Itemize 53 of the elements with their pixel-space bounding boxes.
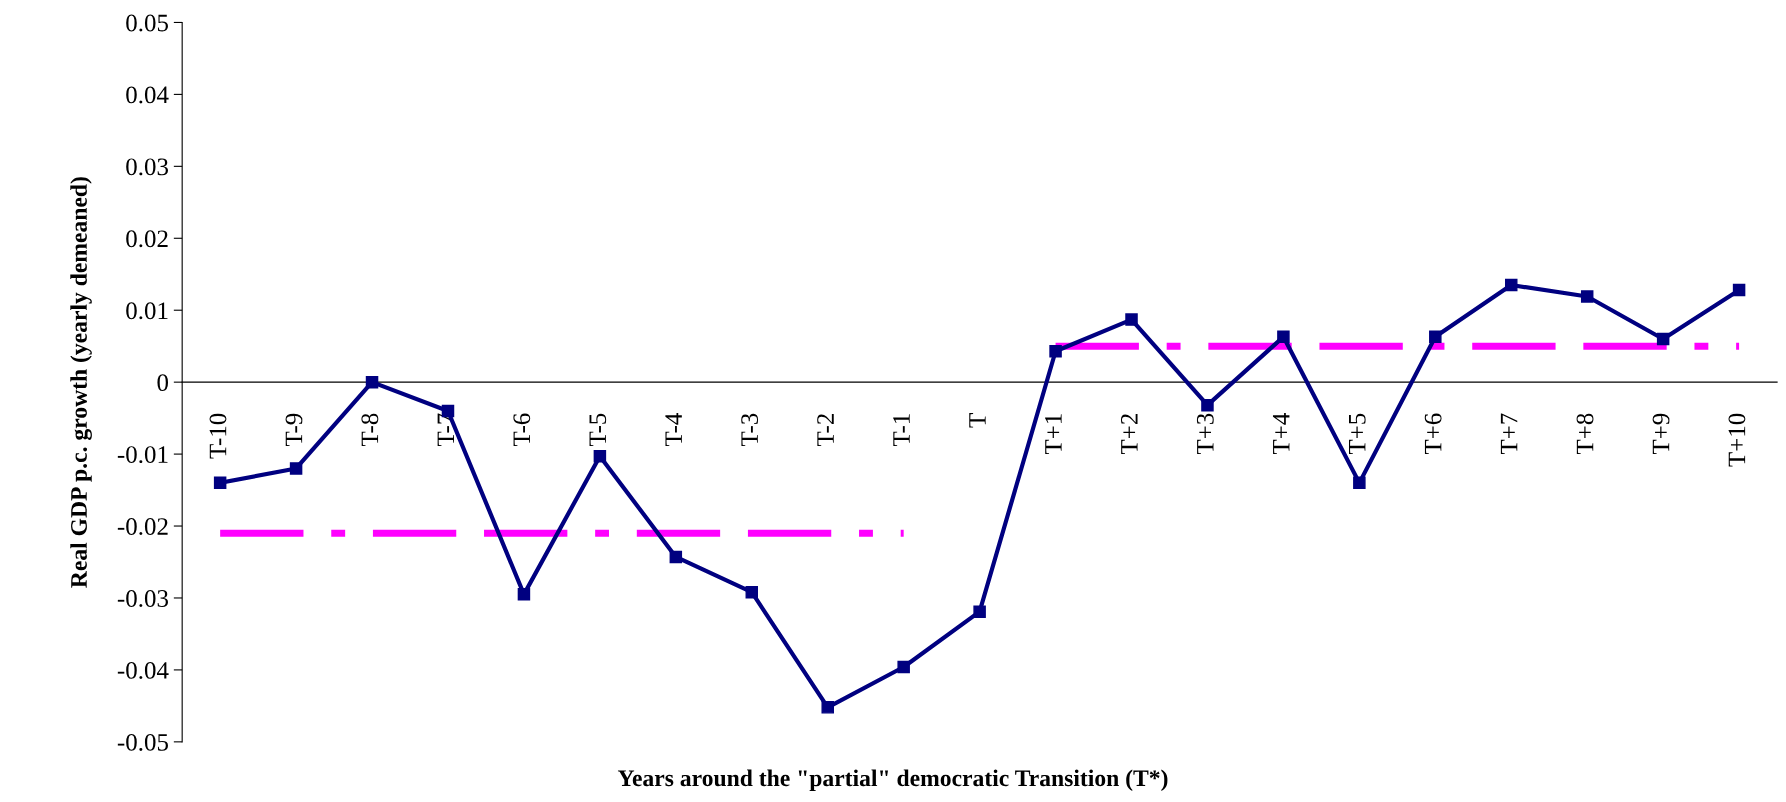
x-tick-label: T+7 — [1500, 413, 1518, 455]
x-tick-label: T+9 — [1652, 413, 1670, 455]
point — [1429, 330, 1442, 344]
point — [1504, 278, 1518, 292]
point — [1049, 344, 1062, 358]
x-tick-label: T-9 — [285, 413, 303, 447]
point — [517, 588, 531, 601]
y-axis-title: Real GDP p.c. growth (yearly demeaned) — [70, 177, 92, 588]
point — [1201, 398, 1214, 412]
y-tick-label: -0.01 — [117, 446, 168, 464]
point — [745, 585, 759, 599]
x-tick-label: T-3 — [741, 413, 759, 447]
x-tick-label: T-2 — [817, 414, 834, 447]
y-tick-label: 0.04 — [126, 86, 169, 104]
y-tick-label: 0 — [157, 374, 169, 392]
y-tick-label: -0.03 — [117, 590, 168, 607]
y-tick-label: 0.01 — [126, 302, 168, 320]
x-tick-label: T+3 — [1196, 413, 1214, 455]
y-tick-label: 0.03 — [126, 158, 168, 176]
point — [365, 375, 379, 389]
x-axis-title: Years around the "partial" democratic Transition (T*) — [617, 769, 1168, 791]
point — [897, 660, 910, 674]
point — [821, 701, 834, 714]
point — [1656, 332, 1670, 346]
point — [1277, 330, 1290, 344]
point — [289, 462, 303, 475]
y-tick-label: -0.04 — [117, 661, 169, 679]
x-tick-label: T+1 — [1045, 414, 1062, 455]
point — [1125, 313, 1138, 326]
y-tick-label: -0.05 — [117, 733, 168, 751]
x-tick-label: T-4 — [665, 413, 682, 447]
x-tick-label: T-1 — [893, 414, 910, 447]
point — [1353, 476, 1366, 490]
y-tick-label: 0.05 — [126, 14, 168, 32]
x-tick-label: T-6 — [513, 413, 531, 447]
x-tick-label: T+2 — [1120, 414, 1138, 455]
x-tick-label: T+6 — [1424, 413, 1442, 455]
y-tick-label: -0.02 — [117, 518, 168, 536]
y-tick-label: 0.02 — [126, 230, 168, 248]
x-tick-label: T-10 — [209, 413, 227, 459]
point — [973, 605, 986, 618]
point — [1732, 283, 1746, 297]
x-tick-label: T+10 — [1728, 413, 1746, 467]
point — [669, 550, 683, 564]
x-tick-label: T-5 — [589, 413, 607, 447]
x-tick-label: T+8 — [1576, 413, 1594, 455]
x-tick-label: T-8 — [361, 413, 379, 447]
x-tick-label: T+5 — [1349, 413, 1366, 455]
point — [1580, 290, 1594, 303]
x-tick-label: T — [969, 413, 986, 428]
point — [593, 449, 607, 463]
point — [213, 476, 227, 490]
x-tick-label: T+4 — [1272, 413, 1290, 455]
